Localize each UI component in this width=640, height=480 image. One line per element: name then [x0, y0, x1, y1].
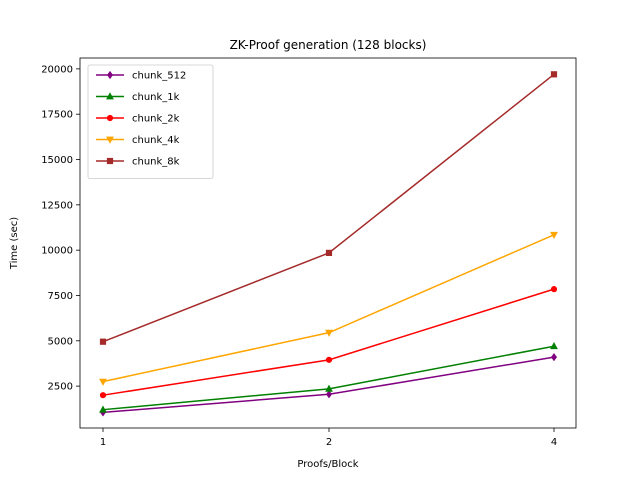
- data-point: [550, 342, 558, 350]
- legend-label: chunk_2k: [132, 114, 180, 125]
- y-tick-label: 15000: [41, 155, 73, 166]
- plot-frame: [79, 57, 577, 429]
- data-point: [99, 405, 107, 413]
- series-chunk-8k: [99, 71, 558, 345]
- series-chunk-1k: [99, 342, 558, 413]
- legend: chunk_512 chunk_1k chunk_2k chunk_4k chunk_8…: [87, 64, 214, 179]
- data-point: [99, 378, 107, 386]
- y-tick-label: 20000: [41, 64, 73, 75]
- data-point: [325, 249, 333, 256]
- series-chunk-2k: [99, 286, 558, 399]
- series-chunk-4k: [99, 231, 558, 386]
- legend-item: chunk_4k: [96, 135, 180, 146]
- series-layer: [99, 71, 558, 417]
- y-tick-label: 5000: [48, 336, 73, 347]
- legend-label: chunk_8k: [132, 157, 180, 168]
- legend-marker: [106, 92, 114, 100]
- legend-item: chunk_512: [96, 71, 186, 82]
- data-point: [550, 71, 558, 78]
- y-axis: 2500 5000 7500 10000 12500 15000 17500 20000: [41, 64, 80, 393]
- legend-marker: [107, 70, 113, 80]
- data-point: [325, 384, 333, 392]
- data-point: [325, 356, 333, 363]
- y-tick-label: 10000: [41, 246, 73, 257]
- y-axis-label: Time (sec): [9, 217, 20, 270]
- legend-marker: [106, 136, 114, 144]
- x-axis: 1 2 4: [100, 428, 557, 448]
- series-line: [102, 345, 555, 411]
- legend-item: chunk_8k: [96, 157, 180, 168]
- data-point: [551, 353, 557, 362]
- x-tick-label: 2: [326, 437, 332, 448]
- data-point: [550, 286, 558, 293]
- data-point: [99, 338, 107, 345]
- x-axis-label: Proofs/Block: [297, 459, 358, 470]
- data-point: [326, 390, 332, 399]
- y-tick-label: 7500: [48, 291, 73, 302]
- y-tick-label: 2500: [48, 382, 73, 393]
- x-tick-label: 1: [100, 437, 106, 448]
- legend-label: chunk_512: [132, 71, 186, 82]
- legend-marker: [106, 114, 114, 122]
- legend-label: chunk_1k: [132, 92, 180, 103]
- legend-item: chunk_1k: [96, 92, 180, 103]
- chart-title: ZK-Proof generation (128 blocks): [230, 38, 427, 52]
- data-point: [550, 231, 558, 239]
- x-tick-label: 4: [551, 437, 557, 448]
- series-line: [102, 288, 555, 396]
- y-tick-label: 17500: [41, 110, 73, 121]
- y-tick-label: 12500: [41, 200, 73, 211]
- legend-label: chunk_4k: [132, 135, 180, 146]
- legend-marker: [106, 157, 114, 165]
- data-point: [99, 392, 107, 399]
- data-point: [325, 329, 333, 337]
- legend-box: [87, 64, 214, 179]
- legend-item: chunk_2k: [96, 114, 180, 125]
